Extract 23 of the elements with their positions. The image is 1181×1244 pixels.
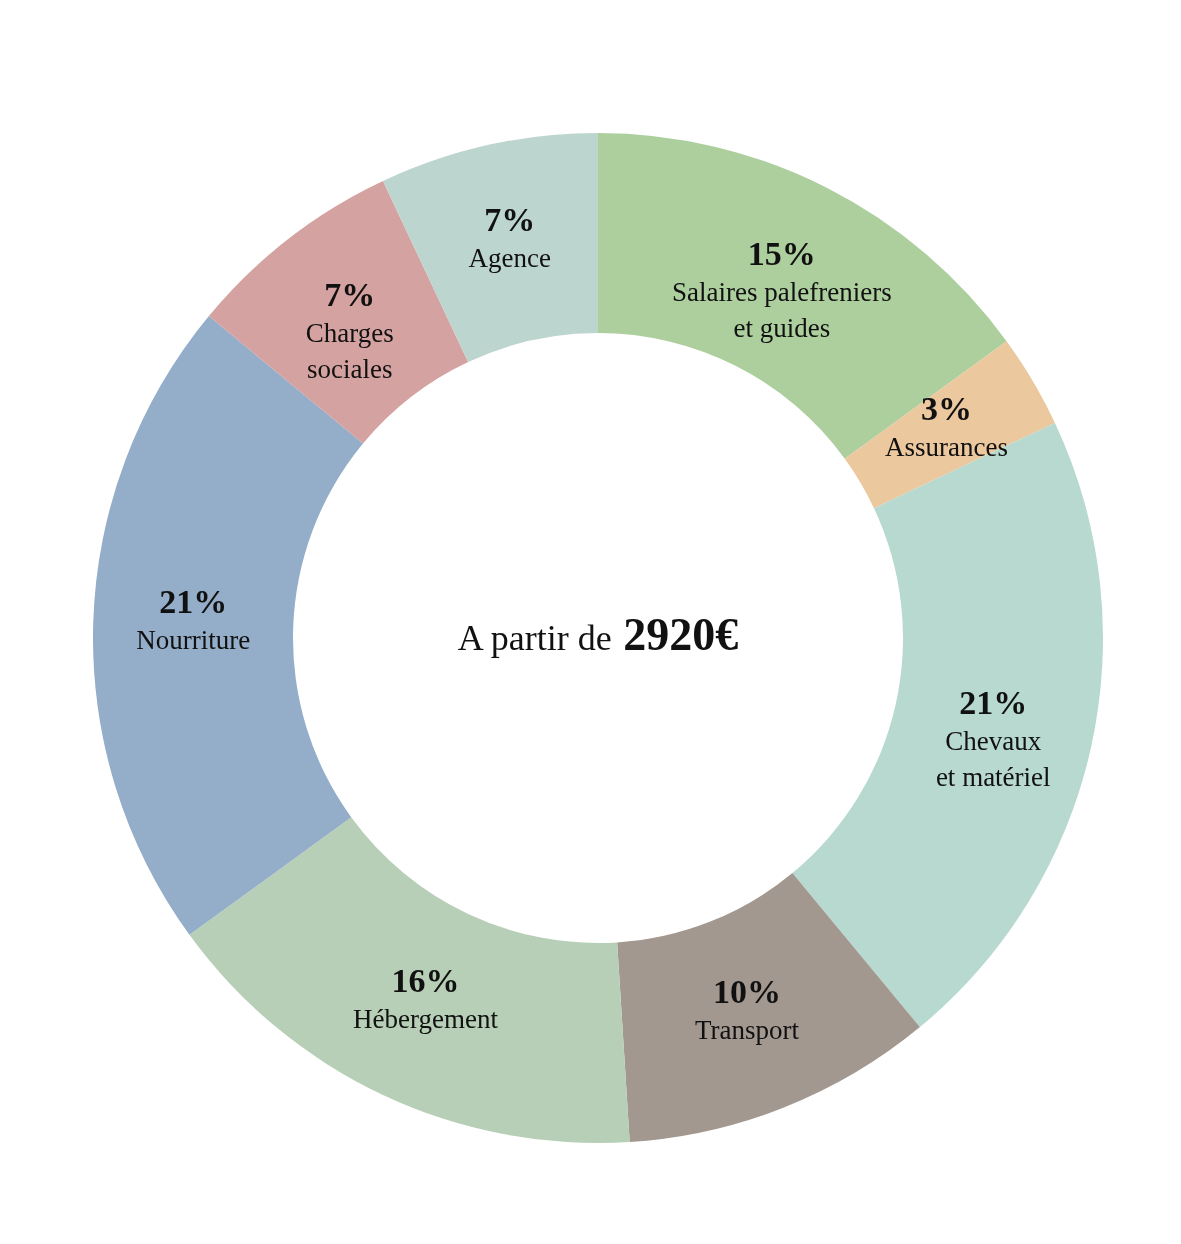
slice-label: Salaires palefreniers et guides: [672, 277, 892, 344]
data-label: 21%: [159, 583, 228, 621]
slice-label: Agence: [468, 242, 551, 273]
slice-label: Assurances: [885, 431, 1009, 462]
donut-slice: [844, 341, 1055, 509]
data-label: 15%: [747, 235, 816, 273]
text: A partir de: [457, 618, 612, 658]
donut-slice: [208, 181, 469, 444]
data-label: 3%: [921, 389, 973, 427]
text: 2920€: [611, 609, 739, 660]
donut-slice: [598, 133, 1007, 459]
donut-slice: [189, 817, 630, 1142]
data-label: 10%: [713, 972, 782, 1010]
slice-label: Nourriture: [136, 625, 251, 656]
data-label: 7%: [484, 200, 536, 238]
donut-slice: [617, 873, 920, 1142]
slice-label: Chevaux et matériel: [935, 726, 1051, 793]
slice-label: Charges sociales: [305, 317, 394, 384]
slice-label: Hébergement: [353, 1004, 499, 1035]
slice-label: Transport: [695, 1014, 800, 1045]
data-label: 16%: [391, 962, 460, 1000]
data-label: 21%: [959, 684, 1028, 722]
data-label: 7%: [324, 275, 376, 313]
